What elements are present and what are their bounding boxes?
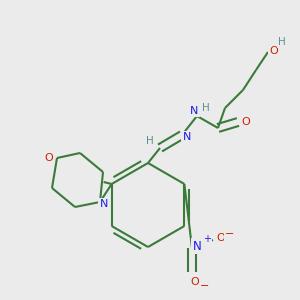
- Text: N: N: [183, 132, 191, 142]
- Text: O: O: [45, 153, 53, 163]
- Text: +: +: [203, 234, 211, 244]
- Text: O: O: [242, 117, 250, 127]
- Text: −: −: [225, 229, 235, 239]
- Text: O: O: [270, 46, 278, 56]
- Text: N: N: [190, 106, 198, 116]
- Text: H: H: [202, 103, 210, 113]
- Text: N: N: [100, 199, 108, 209]
- Text: N: N: [193, 239, 201, 253]
- Text: O: O: [217, 233, 225, 243]
- Text: O: O: [190, 277, 200, 287]
- Text: H: H: [278, 37, 286, 47]
- Text: −: −: [200, 281, 210, 291]
- Text: H: H: [146, 136, 154, 146]
